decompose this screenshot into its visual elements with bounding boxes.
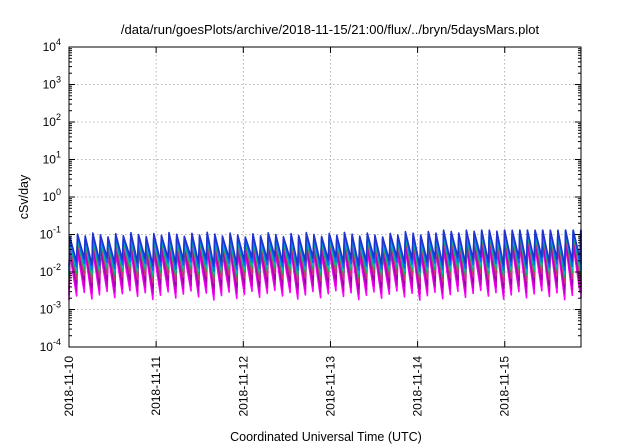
x-tick-label: 2018-11-11 [149, 356, 163, 416]
y-tick-base: 10 [40, 340, 54, 354]
y-tick-exponent: 2 [56, 112, 61, 122]
y-tick-label: 10-3 [40, 300, 61, 317]
y-tick-label: 10-1 [40, 225, 61, 242]
x-axis: 2018-11-10 2018-11-11 2018-11-12 2018-11-13… [62, 47, 512, 417]
y-tick-base: 10 [43, 78, 57, 92]
y-tick-base: 10 [40, 265, 54, 279]
y-tick-base: 10 [40, 303, 54, 317]
x-tick-label: 2018-11-12 [236, 356, 250, 417]
y-tick-exponent: -4 [53, 337, 61, 347]
series-group [68, 229, 582, 301]
y-tick-base: 10 [43, 153, 57, 167]
y-tick-base: 10 [40, 228, 54, 242]
y-tick-label: 102 [43, 112, 61, 129]
y-tick-base: 10 [43, 40, 57, 54]
y-tick-base: 10 [43, 115, 57, 129]
x-tick-label: 2018-11-10 [62, 356, 76, 417]
y-tick-exponent: 0 [56, 187, 61, 197]
x-tick-label: 2018-11-13 [323, 356, 337, 417]
y-tick-exponent: -1 [53, 225, 61, 235]
chart-title: /data/run/goesPlots/archive/2018-11-15/2… [121, 22, 540, 37]
y-tick-exponent: 4 [56, 37, 61, 47]
y-tick-label: 10-4 [40, 337, 61, 354]
x-tick-label: 2018-11-14 [411, 356, 425, 417]
y-tick-label: 103 [43, 75, 61, 92]
x-axis-label: Coordinated Universal Time (UTC) [230, 430, 422, 444]
x-tick-label: 2018-11-15 [498, 356, 512, 417]
y-tick-exponent: 3 [56, 75, 61, 85]
y-tick-label: 10-2 [40, 262, 61, 279]
y-tick-label: 100 [43, 187, 61, 204]
y-tick-exponent: -3 [53, 300, 61, 310]
y-axis-label: cSv/day [17, 174, 31, 219]
y-tick-label: 101 [43, 150, 61, 167]
y-tick-label: 104 [43, 37, 61, 54]
y-tick-exponent: -2 [53, 262, 61, 272]
grid [69, 47, 581, 347]
y-tick-base: 10 [43, 190, 57, 204]
y-tick-exponent: 1 [56, 150, 61, 160]
series-line-8 [68, 229, 582, 268]
